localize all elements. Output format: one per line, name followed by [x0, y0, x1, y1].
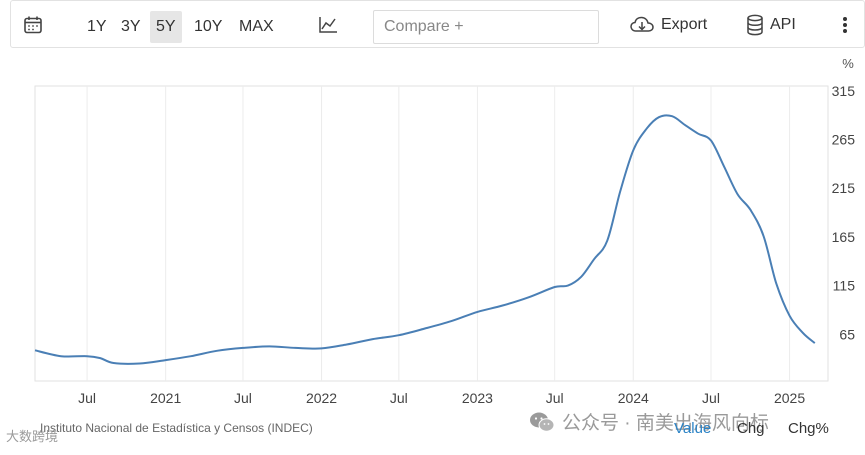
x-tick-label: Jul — [702, 390, 720, 406]
x-tick-label: 2023 — [462, 390, 493, 406]
range-max-button[interactable]: MAX — [239, 18, 274, 35]
cloud-download-icon — [630, 16, 654, 32]
x-tick-label: 2021 — [150, 390, 181, 406]
wechat-icon — [530, 412, 555, 432]
y-tick-label: 165 — [832, 229, 856, 245]
compare-input[interactable] — [373, 10, 599, 44]
y-tick-label: 65 — [839, 326, 855, 342]
range-5y-button[interactable]: 5Y — [150, 11, 182, 43]
x-tick-label: Jul — [546, 390, 564, 406]
y-tick-label: 315 — [832, 83, 856, 99]
y-tick-label: 215 — [832, 180, 856, 196]
series-line — [34, 114, 816, 365]
x-tick-label: Jul — [78, 390, 96, 406]
watermark-text: 公众号 · 南美出海风向标 — [562, 413, 769, 434]
x-tick-label: 2024 — [618, 390, 649, 406]
plot-frame — [34, 85, 829, 382]
database-icon — [747, 14, 763, 36]
watermark: 公众号 · 南美出海风向标 — [528, 408, 769, 435]
watermark-badge: 大数跨境 — [6, 429, 59, 444]
export-label: Export — [661, 16, 708, 33]
export-button[interactable]: Export — [629, 1, 707, 49]
x-tick-label: 2022 — [306, 390, 337, 406]
line-chart: Jul 2021 Jul 2022 Jul 2023 Jul 2024 Jul 2025 65 11… — [34, 56, 856, 406]
range-10y-button[interactable]: 10Y — [194, 18, 223, 35]
y-unit-label: % — [842, 56, 854, 71]
x-tick-label: Jul — [390, 390, 408, 406]
source-label: Instituto Nacional de Estadística y Cens… — [40, 421, 313, 435]
tab-value[interactable]: Value — [674, 420, 712, 437]
chart-type-icon[interactable] — [316, 1, 340, 49]
chart-toolbar: 1Y 3Y 5Y 10Y MAX Export API — [10, 0, 865, 48]
tab-chg-percent[interactable]: Chg% — [788, 420, 829, 437]
chart-area: Jul 2021 Jul 2022 Jul 2023 Jul 2024 Jul 2025 65 11… — [10, 48, 865, 453]
x-tick-label: 2025 — [774, 390, 805, 406]
more-options-icon[interactable] — [837, 1, 853, 49]
y-tick-label: 115 — [833, 278, 856, 294]
api-label: API — [770, 16, 796, 33]
range-1y-button[interactable]: 1Y — [87, 18, 107, 35]
x-tick-label: Jul — [234, 390, 252, 406]
api-button[interactable]: API — [746, 1, 796, 49]
tab-chg[interactable]: Chg — [737, 420, 765, 437]
calendar-icon[interactable] — [21, 1, 45, 49]
range-3y-button[interactable]: 3Y — [121, 18, 141, 35]
y-tick-label: 265 — [832, 132, 856, 148]
